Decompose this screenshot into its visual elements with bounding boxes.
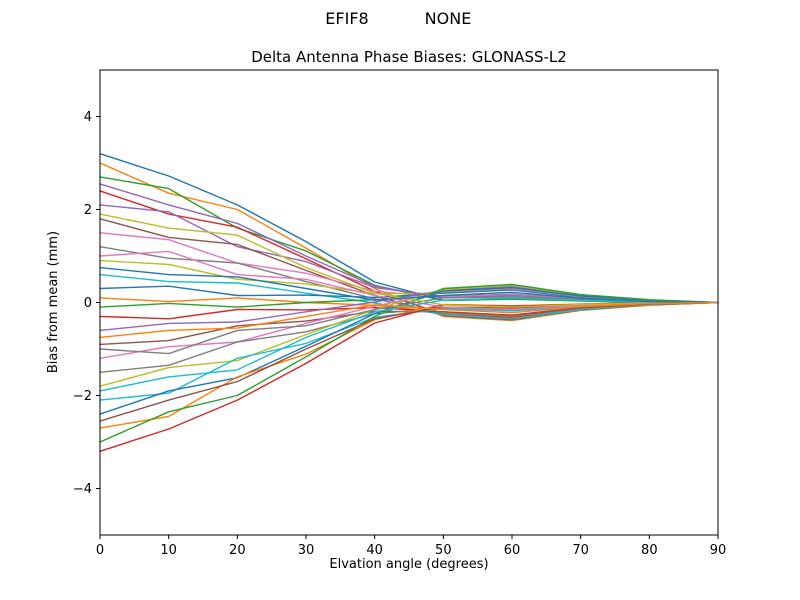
x-tick-label: 50 xyxy=(435,543,452,558)
x-tick-label: 40 xyxy=(366,543,383,558)
x-axis-label: Elvation angle (degrees) xyxy=(329,557,488,572)
y-tick-label: 2 xyxy=(84,203,92,218)
y-axis-label: Bias from mean (mm) xyxy=(46,231,61,373)
series-line xyxy=(99,297,719,392)
ticks-layer: 0 10 20 30 40 50 60 70 80 90 −4 −2 0 2 4 xyxy=(73,110,726,558)
x-tick-label: 20 xyxy=(229,543,246,558)
series-line xyxy=(99,152,719,304)
series-line xyxy=(99,204,719,304)
series-line xyxy=(99,301,719,452)
y-tick-label: −2 xyxy=(73,389,92,404)
y-tick-label: −4 xyxy=(73,482,92,497)
chart-subtitle: Delta Antenna Phase Biases: GLONASS-L2 xyxy=(251,48,567,66)
series-line xyxy=(99,213,719,308)
y-tick-label: 0 xyxy=(84,296,92,311)
series-layer xyxy=(99,152,719,452)
series-line xyxy=(99,301,719,401)
series-line xyxy=(99,301,719,339)
x-tick-label: 90 xyxy=(710,543,727,558)
x-tick-label: 60 xyxy=(504,543,521,558)
x-tick-label: 30 xyxy=(298,543,315,558)
x-tick-label: 80 xyxy=(641,543,658,558)
x-tick-label: 70 xyxy=(572,543,589,558)
x-tick-label: 10 xyxy=(160,543,177,558)
figure-title-right: NONE xyxy=(425,9,472,28)
figure-title-left: EFIF8 xyxy=(325,9,368,28)
y-tick-label: 4 xyxy=(84,110,92,125)
series-line xyxy=(99,266,719,304)
x-tick-label: 0 xyxy=(96,543,104,558)
series-line xyxy=(99,283,719,443)
